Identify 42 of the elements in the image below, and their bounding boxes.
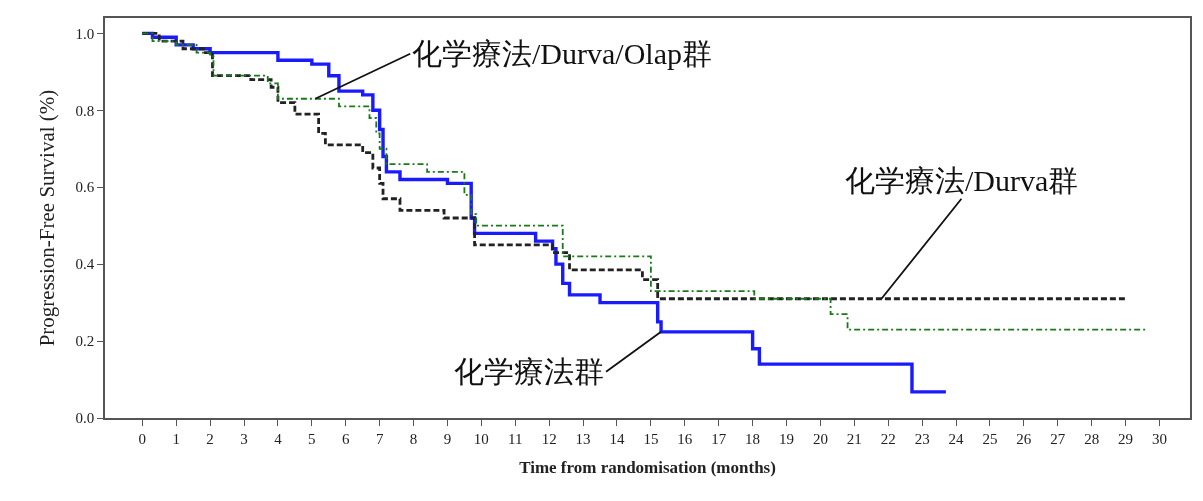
x-tick-label: 13 xyxy=(575,430,591,447)
y-tick-label: 0.2 xyxy=(75,333,95,350)
y-tick-label: 1.0 xyxy=(75,25,95,42)
x-tick-label: 3 xyxy=(240,430,248,447)
x-tick-label: 21 xyxy=(846,430,862,447)
x-tick-label: 5 xyxy=(308,430,316,447)
x-tick-label: 9 xyxy=(443,430,452,447)
x-tick-label: 16 xyxy=(677,430,693,447)
x-tick-label: 24 xyxy=(948,430,965,447)
annotation: 化学療法群 xyxy=(454,355,604,388)
x-tick-label: 26 xyxy=(1016,430,1032,447)
y-tick-label: 0.0 xyxy=(75,410,95,427)
x-tick-label: 14 xyxy=(609,430,625,447)
x-tick-label: 18 xyxy=(745,430,761,447)
x-tick-label: 20 xyxy=(812,430,828,447)
x-tick-label: 15 xyxy=(643,430,659,447)
x-tick-label: 1 xyxy=(172,430,180,447)
y-tick-label: 0.6 xyxy=(75,179,95,196)
annotation: 化学療法/Durva/Olap群 xyxy=(412,37,712,70)
y-tick-label: 0.4 xyxy=(75,256,95,273)
x-tick-label: 17 xyxy=(711,430,727,447)
x-tick-label: 28 xyxy=(1084,430,1100,447)
x-tick-label: 8 xyxy=(409,430,418,447)
x-tick-label: 22 xyxy=(880,430,896,447)
annotation: 化学療法/Durva群 xyxy=(845,164,1079,197)
x-axis-title: Time from randomisation (months) xyxy=(519,457,776,477)
x-tick-label: 12 xyxy=(541,430,557,447)
x-tick-label: 4 xyxy=(274,430,283,447)
x-tick-label: 30 xyxy=(1151,430,1167,447)
x-tick-label: 25 xyxy=(982,430,998,447)
x-tick-label: 27 xyxy=(1050,430,1066,447)
x-tick-label: 29 xyxy=(1118,430,1134,447)
x-tick-label: 7 xyxy=(375,430,384,447)
x-tick-label: 11 xyxy=(508,430,523,447)
x-tick-label: 10 xyxy=(473,430,489,447)
x-tick-label: 6 xyxy=(341,430,350,447)
x-tick-label: 0 xyxy=(138,430,147,447)
x-tick-label: 19 xyxy=(779,430,795,447)
x-tick-label: 2 xyxy=(206,430,214,447)
y-axis-title: Progression-Free Survival (%) xyxy=(35,89,60,347)
x-tick-label: 23 xyxy=(914,430,930,447)
y-tick-label: 0.8 xyxy=(75,102,95,119)
